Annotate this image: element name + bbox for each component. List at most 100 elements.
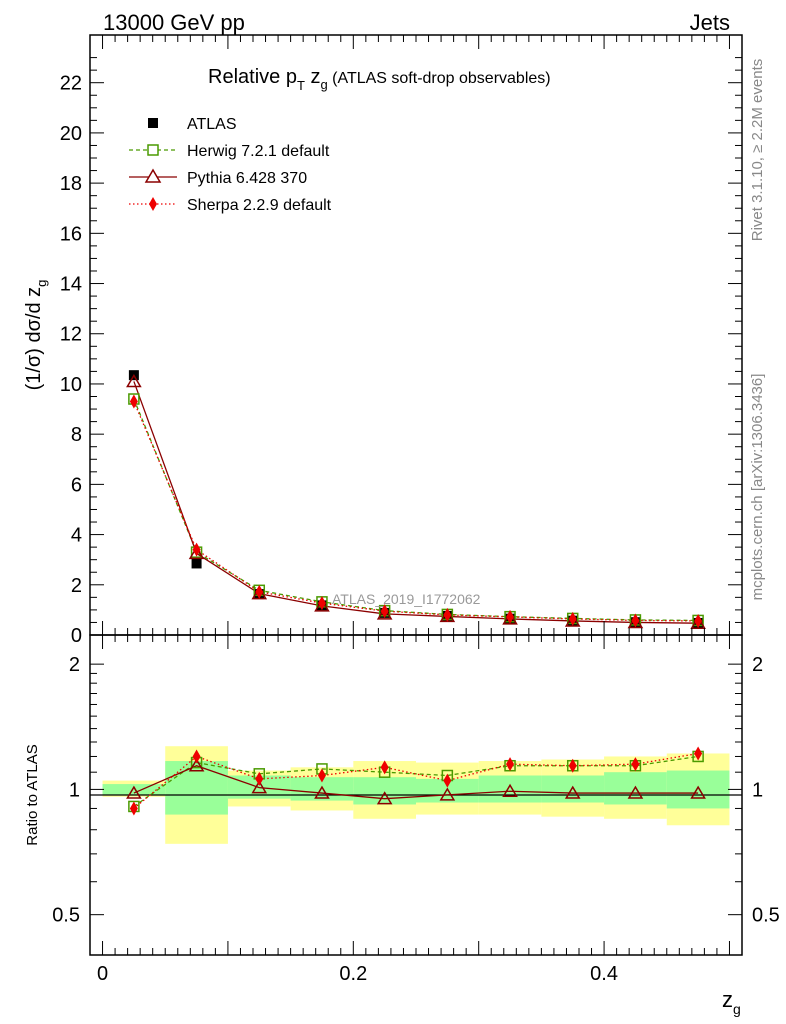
ratio-line-pythia (133, 765, 699, 800)
main-y-tick-label: 0 (71, 625, 82, 647)
legend-marker-pythia (144, 168, 162, 183)
main-y-tick-label: 10 (60, 374, 82, 396)
x-ticks: 0 0.2 0.4 (97, 35, 730, 985)
legend-label-sherpa: Sherpa 2.2.9 default (187, 197, 332, 214)
marker-sherpa (129, 394, 138, 409)
main-y-tick-label: 12 (60, 324, 82, 346)
title-sub-g: g (320, 77, 327, 92)
main-y-ticks: 0 2 4 6 8 10 12 14 16 18 20 22 (60, 57, 742, 647)
x-axis-label-text: z (722, 987, 733, 1012)
marker-sherpa (317, 768, 326, 783)
marker-sherpa (380, 604, 389, 619)
ratio-y-tick-label-right: 0.5 (752, 905, 780, 927)
marker-pythia (376, 606, 393, 620)
x-tick-label: 0.4 (590, 963, 618, 985)
marker-sherpa (694, 746, 703, 761)
ratio-series (126, 746, 706, 816)
marker-sherpa (568, 611, 577, 626)
main-line-sherpa (133, 401, 699, 622)
main-y-tick-label: 6 (71, 474, 82, 496)
marker-sherpa (443, 607, 452, 622)
marker-pythia (188, 545, 205, 560)
marker-sherpa (317, 596, 326, 611)
ratio-y-tick-label: 1 (69, 779, 80, 801)
marker-sherpa (568, 758, 577, 773)
ratio-band-stat (165, 761, 228, 815)
ratio-band-stat (102, 784, 166, 795)
header-right: Jets (690, 10, 730, 35)
title-suffix: (ATLAS soft-drop observables) (328, 70, 551, 87)
marker-sherpa (631, 757, 640, 772)
legend-marker-herwig (147, 144, 159, 156)
main-y-label-text: (1/σ) dσ/d z (23, 287, 45, 391)
marker-sherpa (380, 760, 389, 775)
legend-entry-sherpa: Sherpa 2.2.9 default (129, 197, 332, 214)
marker-sherpa (192, 542, 201, 557)
legend-marker-sherpa (149, 197, 157, 211)
main-y-tick-label: 2 (71, 575, 82, 597)
ratio-y-label: Ratio to ATLAS (24, 744, 41, 845)
ratio-line-sherpa (133, 752, 699, 809)
marker-sherpa (192, 749, 201, 764)
x-tick-label: 0.2 (339, 963, 367, 985)
legend-marker-atlas (148, 118, 158, 128)
legend-entry-herwig: Herwig 7.2.1 default (129, 143, 330, 160)
ratio-y-tick-label: 0.5 (52, 905, 80, 927)
main-line-herwig (133, 398, 699, 622)
ratio-band-stat (416, 778, 479, 803)
marker-pythia (251, 780, 268, 794)
main-series (126, 370, 706, 629)
marker-atlas (191, 558, 202, 569)
ratio-y-ticks: 0.5 0.5 1 1 2 2 (52, 654, 780, 927)
marker-pythia (314, 785, 330, 799)
main-y-tick-label: 16 (60, 223, 82, 245)
title-sub-t: T (297, 78, 305, 93)
ratio-panel: 0.5 0.51 12 2 0 0.2 0.4 Ratio to ATLAS zg (24, 35, 780, 1017)
ratio-band-stat (353, 777, 416, 805)
main-y-tick-label: 20 (60, 123, 82, 145)
marker-pythia (564, 785, 581, 799)
ratio-bands (102, 746, 730, 844)
marker-pythia (314, 598, 330, 612)
title-mid: z (305, 66, 321, 88)
rivet-label: Rivet 3.1.10, ≥ 2.2M events (749, 59, 766, 242)
ratio-y-tick-label-right: 1 (752, 779, 763, 801)
marker-pythia (690, 615, 706, 629)
marker-pythia (126, 373, 142, 388)
main-y-tick-label: 18 (60, 173, 82, 195)
marker-sherpa (506, 609, 515, 624)
legend-label-atlas: ATLAS (187, 116, 237, 133)
title-main: Relative p (208, 66, 297, 88)
ratio-band-stat (666, 770, 730, 809)
marker-pythia (439, 787, 456, 801)
main-y-tick-label: 4 (71, 525, 82, 547)
marker-pythia (502, 611, 518, 625)
legend-label-herwig: Herwig 7.2.1 default (187, 143, 330, 160)
marker-pythia (690, 785, 706, 799)
marker-sherpa (506, 757, 515, 772)
marker-sherpa (443, 773, 452, 788)
x-tick-label: 0 (97, 963, 108, 985)
marker-sherpa (255, 584, 264, 599)
ratio-band-stat (478, 775, 542, 803)
marker-sherpa (255, 771, 264, 786)
legend: ATLAS Herwig 7.2.1 default Pythia 6.428 … (129, 116, 332, 214)
main-line-pythia (133, 381, 699, 624)
main-y-tick-label: 14 (60, 274, 82, 296)
plot-title: Relative pT zg (ATLAS soft-drop observab… (208, 66, 551, 93)
marker-pythia (564, 613, 581, 627)
ratio-line-herwig (133, 755, 699, 807)
watermark: ATLAS_2019_I1772062 (332, 591, 481, 607)
main-y-tick-label: 8 (71, 424, 82, 446)
mcplots-label: mcplots.cern.ch [arXiv:1306.3436] (749, 374, 766, 601)
main-y-label-sub: g (34, 280, 49, 287)
main-y-label: (1/σ) dσ/d zg (23, 280, 49, 391)
marker-pythia (126, 785, 142, 799)
ratio-y-tick-label: 2 (69, 654, 80, 676)
marker-pythia (627, 785, 644, 799)
legend-entry-pythia: Pythia 6.428 370 (129, 168, 307, 187)
legend-entry-atlas: ATLAS (148, 116, 237, 133)
legend-label-pythia: Pythia 6.428 370 (187, 170, 307, 187)
marker-sherpa (631, 613, 640, 628)
